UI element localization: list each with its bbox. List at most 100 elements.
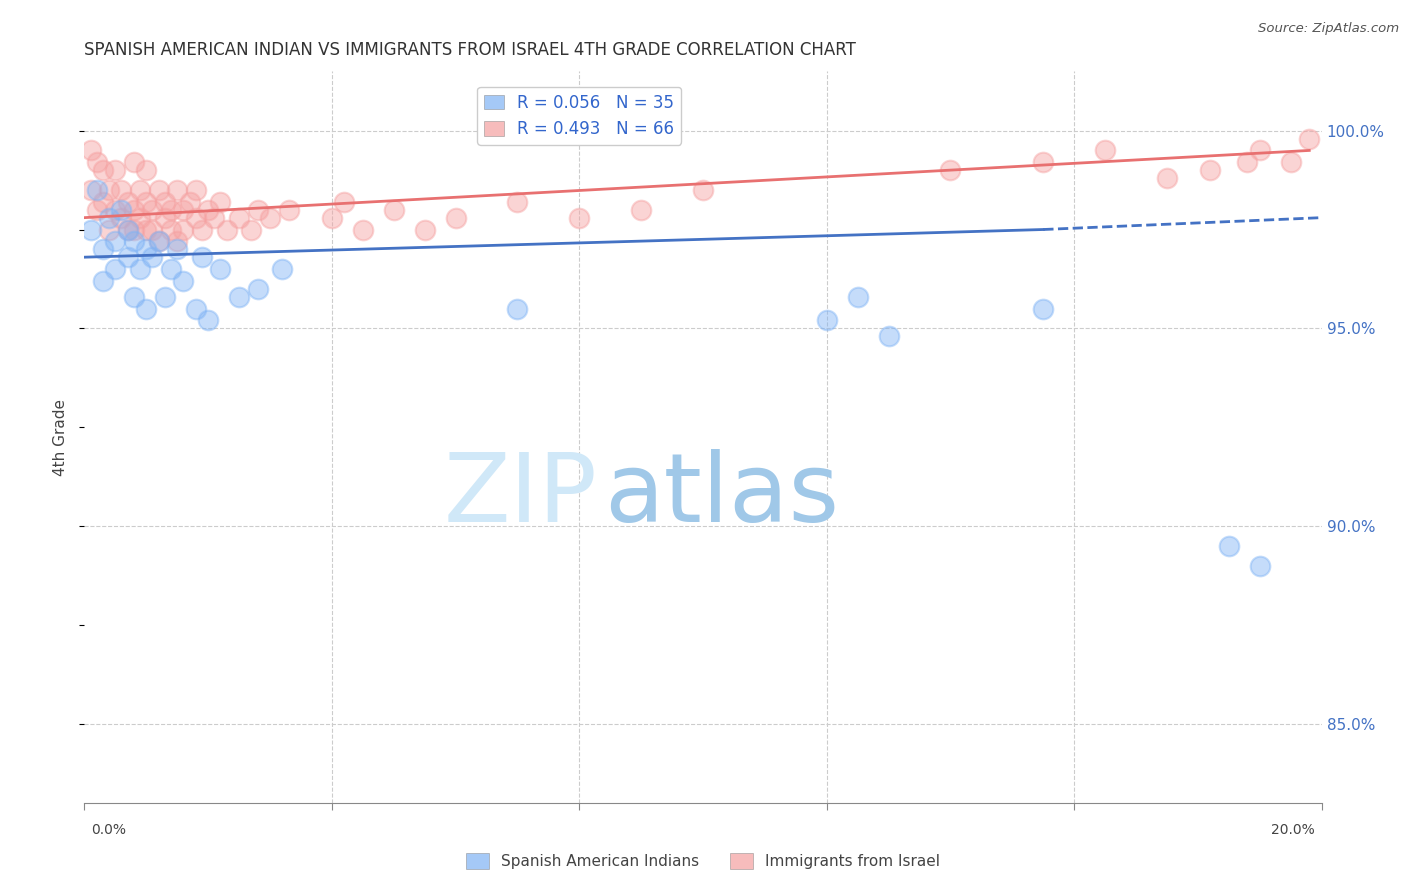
Point (135, 194, 157, 209)
Point (568, 211, 591, 225)
Point (246, 202, 269, 217)
Point (939, 163, 962, 178)
Point (240, 222, 263, 236)
Point (110, 183, 132, 197)
Point (209, 194, 232, 209)
Text: SPANISH AMERICAN INDIAN VS IMMIGRANTS FROM ISRAEL 4TH GRADE CORRELATION CHART: SPANISH AMERICAN INDIAN VS IMMIGRANTS FR… (84, 41, 856, 59)
Point (148, 235, 170, 249)
Point (321, 211, 343, 225)
Point (135, 242, 157, 256)
Point (91, 194, 114, 209)
Point (135, 301, 157, 316)
Point (117, 194, 139, 209)
Point (110, 211, 132, 225)
Point (110, 202, 132, 217)
Point (166, 242, 188, 256)
Point (98, 222, 121, 236)
Point (1199, 163, 1222, 178)
Point (352, 222, 374, 236)
Point (98, 183, 121, 197)
Point (184, 211, 207, 225)
Text: 0.0%: 0.0% (91, 823, 127, 837)
Point (122, 202, 145, 217)
Point (122, 290, 145, 304)
Point (98, 211, 121, 225)
Point (246, 282, 269, 296)
Point (104, 262, 127, 277)
Point (172, 274, 194, 288)
Point (79, 183, 101, 197)
Point (1236, 155, 1258, 169)
Point (1249, 558, 1271, 573)
Point (148, 235, 170, 249)
Point (91, 242, 114, 256)
Point (184, 301, 207, 316)
Point (815, 313, 838, 327)
Point (79, 222, 101, 236)
Text: Source: ZipAtlas.com: Source: ZipAtlas.com (1258, 22, 1399, 36)
Point (877, 329, 900, 343)
Point (122, 222, 145, 236)
Point (271, 262, 294, 277)
Point (413, 222, 436, 236)
Point (160, 222, 183, 236)
Point (79, 144, 101, 158)
Point (91, 163, 114, 178)
Point (846, 290, 869, 304)
Point (160, 262, 183, 277)
Point (215, 222, 238, 236)
Point (191, 250, 214, 264)
Point (1032, 155, 1054, 169)
Point (172, 202, 194, 217)
Point (91, 274, 114, 288)
Point (1279, 155, 1302, 169)
Point (104, 202, 127, 217)
Point (117, 222, 139, 236)
Text: atlas: atlas (605, 449, 839, 542)
Point (228, 290, 250, 304)
Point (166, 235, 188, 249)
Point (141, 250, 163, 264)
Legend: R = 0.056   N = 35, R = 0.493   N = 66: R = 0.056 N = 35, R = 0.493 N = 66 (478, 87, 681, 145)
Text: ZIP: ZIP (444, 449, 598, 542)
Point (506, 194, 529, 209)
Point (160, 202, 183, 217)
Point (197, 202, 219, 217)
Point (135, 222, 157, 236)
Point (117, 250, 139, 264)
Point (1032, 301, 1054, 316)
Point (382, 202, 405, 217)
Point (148, 183, 170, 197)
Point (141, 222, 163, 236)
Point (630, 202, 652, 217)
Point (129, 211, 152, 225)
Point (129, 262, 152, 277)
Point (1218, 539, 1240, 553)
Point (141, 202, 163, 217)
Point (197, 313, 219, 327)
Point (172, 222, 194, 236)
Text: 20.0%: 20.0% (1271, 823, 1315, 837)
Point (86, 183, 108, 197)
Point (1094, 144, 1116, 158)
Point (153, 194, 176, 209)
Point (1249, 144, 1271, 158)
Point (191, 222, 214, 236)
Point (117, 222, 139, 236)
Point (86, 202, 108, 217)
Point (153, 211, 176, 225)
Point (506, 301, 529, 316)
Point (104, 235, 127, 249)
Point (184, 183, 207, 197)
Point (122, 155, 145, 169)
Point (333, 194, 356, 209)
Point (209, 262, 232, 277)
Point (277, 202, 299, 217)
Point (202, 211, 225, 225)
Point (228, 211, 250, 225)
Point (135, 163, 157, 178)
Point (166, 183, 188, 197)
Point (259, 211, 281, 225)
Point (179, 194, 201, 209)
Point (86, 155, 108, 169)
